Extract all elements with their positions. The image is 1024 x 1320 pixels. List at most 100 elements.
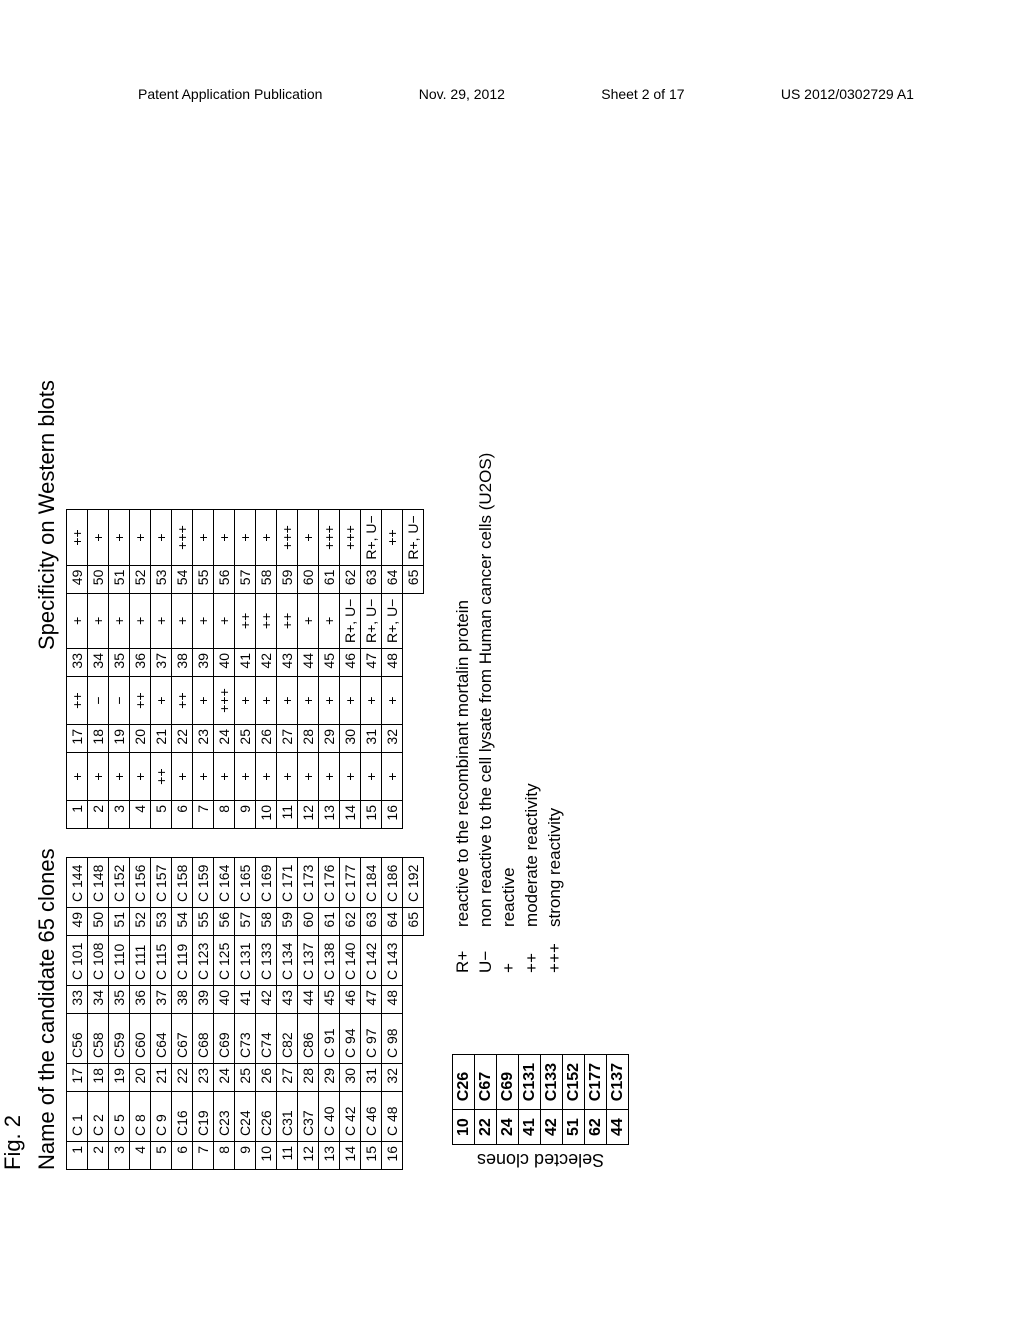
spec-index: 65: [403, 565, 424, 593]
clone-name: C 164: [214, 858, 235, 908]
spec-value: +: [319, 753, 340, 801]
page-header: Patent Application Publication Nov. 29, …: [0, 86, 1024, 102]
selected-index: 51: [563, 1110, 585, 1145]
clone-index: 13: [319, 1142, 340, 1170]
spec-value: +: [172, 593, 193, 648]
clone-index: 12: [298, 1142, 319, 1170]
legend-text: non reactive to the cell lysate from Hum…: [475, 453, 498, 927]
spec-value: +: [235, 677, 256, 725]
spec-index: 48: [382, 649, 403, 677]
clone-index: 21: [151, 1064, 172, 1092]
clone-name: C31: [277, 1092, 298, 1142]
clone-name: C 111: [130, 936, 151, 986]
spec-index: 5: [151, 801, 172, 829]
publication-date: Nov. 29, 2012: [419, 86, 505, 102]
clone-index: 24: [214, 1064, 235, 1092]
clone-name: C60: [130, 1014, 151, 1064]
clone-index: 20: [130, 1064, 151, 1092]
clone-name: C86: [298, 1014, 319, 1064]
clone-index: 55: [193, 908, 214, 936]
spec-value: R+, U−: [403, 510, 424, 565]
specificity-table: 1+17++33+49++2+18−34+50+3+19−35+51+4+20+…: [66, 509, 424, 829]
selected-clones-table: 10C2622C6724C6941C13142C13351C15262C1774…: [452, 1054, 629, 1145]
clone-index: 42: [256, 986, 277, 1014]
clone-index: 64: [382, 908, 403, 936]
table-row: 4C 820C6036C 11152C 156: [130, 858, 151, 1170]
clone-name: C 159: [193, 858, 214, 908]
spec-index: 11: [277, 801, 298, 829]
spec-value: ++: [151, 753, 172, 801]
spec-index: 46: [340, 649, 361, 677]
clone-index: 11: [277, 1142, 298, 1170]
spec-index: 27: [277, 725, 298, 753]
spec-index: 45: [319, 649, 340, 677]
selected-index: 44: [607, 1110, 629, 1145]
spec-index: 39: [193, 649, 214, 677]
spec-value: +: [256, 510, 277, 565]
clone-name: C 119: [172, 936, 193, 986]
clone-name: C 98: [382, 1014, 403, 1064]
clone-index: 4: [130, 1142, 151, 1170]
clone-name: C 140: [340, 936, 361, 986]
spec-value: +: [88, 510, 109, 565]
spec-index: 36: [130, 649, 151, 677]
section-titles: Name of the candidate 65 clones Specific…: [34, 130, 60, 1170]
publication-label: Patent Application Publication: [138, 86, 322, 102]
selected-name: C152: [563, 1054, 585, 1109]
spec-value: +: [298, 510, 319, 565]
clone-name: C 186: [382, 858, 403, 908]
spec-index: 40: [214, 649, 235, 677]
legend-symbol: R+: [452, 927, 475, 973]
clone-name: C 2: [88, 1092, 109, 1142]
table-row: 6+22++38+54+++: [172, 510, 193, 829]
clone-name: C 125: [214, 936, 235, 986]
figure-label: Fig. 2: [0, 130, 26, 1170]
clone-name: C19: [193, 1092, 214, 1142]
table-row: 5C 921C6437C 11553C 157: [151, 858, 172, 1170]
spec-value: +: [277, 753, 298, 801]
rotated-figure-content: Fig. 2 Name of the candidate 65 clones S…: [0, 143, 1024, 1167]
clone-index: 28: [298, 1064, 319, 1092]
clone-index: 38: [172, 986, 193, 1014]
selected-name: C131: [519, 1054, 541, 1109]
table-row: 10C2626C7442C 13358C 169: [256, 858, 277, 1170]
clone-name: C82: [277, 1014, 298, 1064]
clone-name: C 115: [151, 936, 172, 986]
selected-index: 41: [519, 1110, 541, 1145]
spec-value: +++: [319, 510, 340, 565]
clone-index: 26: [256, 1064, 277, 1092]
spec-value: ++: [277, 593, 298, 648]
spec-index: 41: [235, 649, 256, 677]
spec-index: 31: [361, 725, 382, 753]
table-row: 62C177: [585, 1054, 607, 1144]
spec-index: 56: [214, 565, 235, 593]
clone-index: 18: [88, 1064, 109, 1092]
spec-value: +: [130, 510, 151, 565]
clone-name: C 144: [67, 858, 88, 908]
table-row: 7+23+39+55+: [193, 510, 214, 829]
clone-index: 58: [256, 908, 277, 936]
spec-index: 8: [214, 801, 235, 829]
table-row: 10+26+42++58+: [256, 510, 277, 829]
spec-index: 1: [67, 801, 88, 829]
legend: R+reactive to the recombinant mortalin p…: [452, 453, 567, 973]
spec-value: +++: [172, 510, 193, 565]
spec-index: 6: [172, 801, 193, 829]
table-row: 14+30+46R+, U−62+++: [340, 510, 361, 829]
clone-index: 3: [109, 1142, 130, 1170]
clone-name: C 9: [151, 1092, 172, 1142]
clone-index: 35: [109, 986, 130, 1014]
table-row: 6C1622C6738C 11954C 158: [172, 858, 193, 1170]
lower-row: Selected clones 10C2622C6724C6941C13142C…: [452, 130, 629, 1170]
clone-index: 5: [151, 1142, 172, 1170]
clone-name: C64: [151, 1014, 172, 1064]
clone-name: C 91: [319, 1014, 340, 1064]
table-row: 16+32+48R+, U−64++: [382, 510, 403, 829]
table-row: 8C2324C6940C 12556C 164: [214, 858, 235, 1170]
spec-index: 49: [67, 565, 88, 593]
spec-value: +: [214, 593, 235, 648]
legend-text: moderate reactivity: [521, 783, 544, 927]
clone-name: C 48: [382, 1092, 403, 1142]
clone-index: 48: [382, 986, 403, 1014]
spec-value: +++: [214, 677, 235, 725]
